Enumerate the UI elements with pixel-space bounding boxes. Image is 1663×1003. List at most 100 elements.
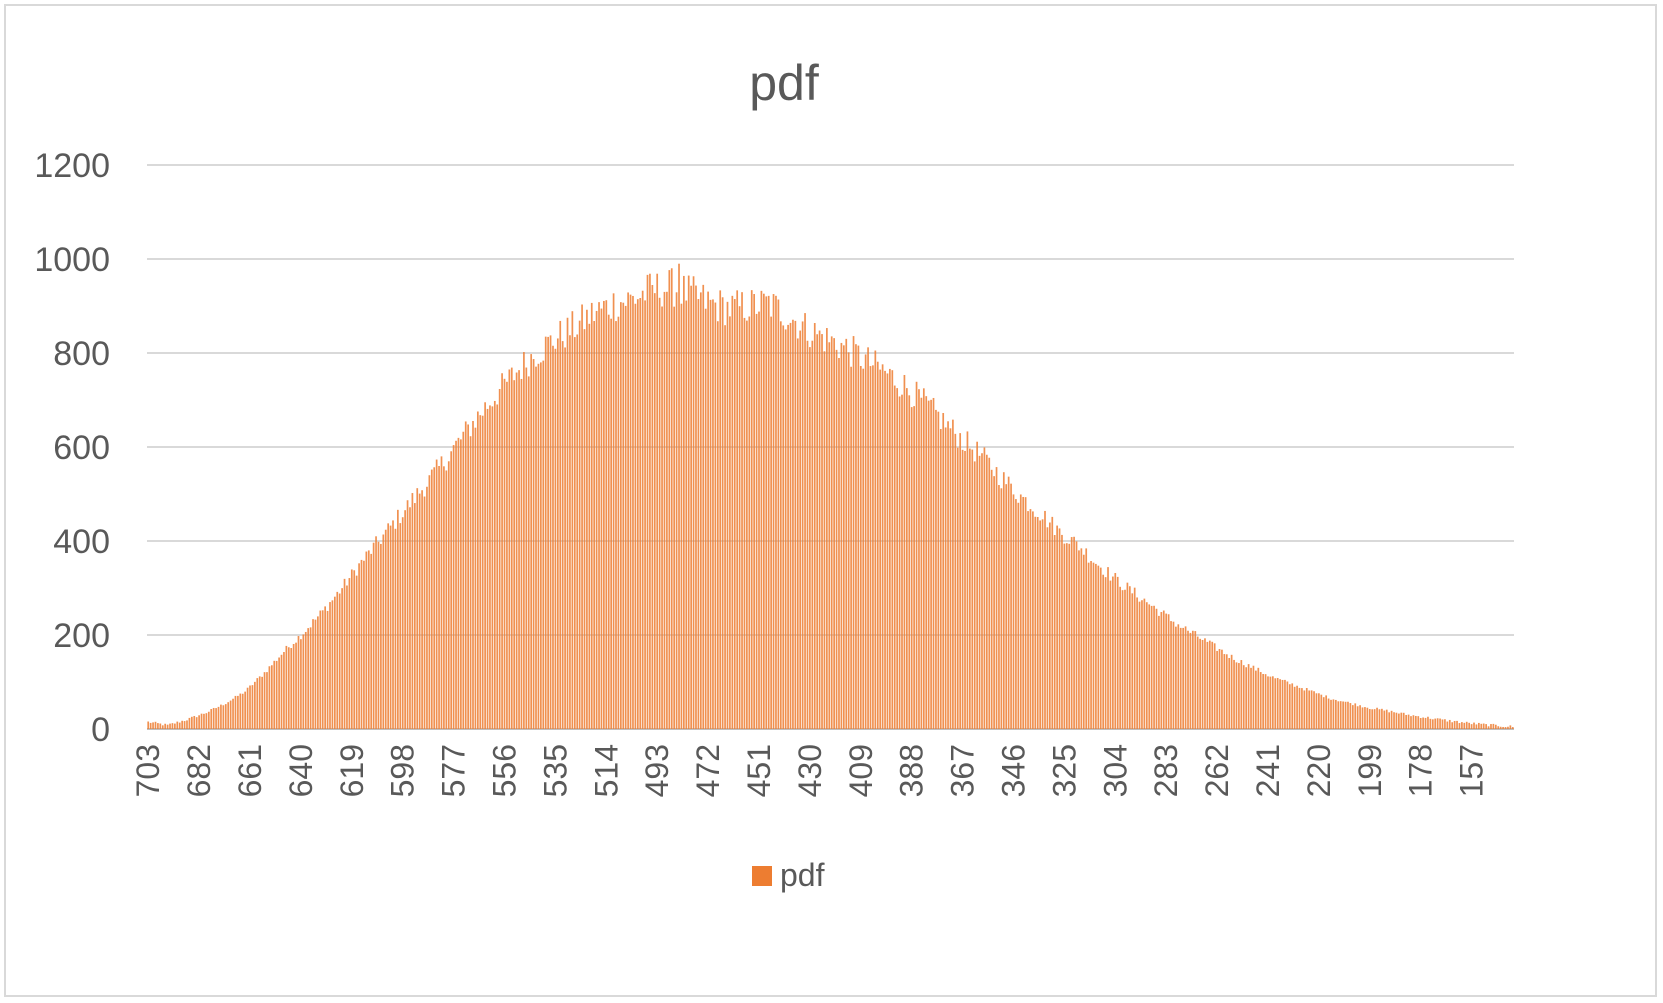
bar: [920, 397, 923, 729]
bar: [1136, 597, 1138, 729]
bar: [777, 299, 780, 729]
bar: [183, 721, 186, 729]
bar: [290, 648, 293, 729]
bar: [462, 431, 465, 729]
bar: [927, 400, 930, 729]
bar: [312, 619, 314, 729]
bar: [835, 349, 838, 729]
bar: [1492, 723, 1495, 729]
bar: [779, 321, 782, 729]
bar: [270, 665, 273, 729]
bar: [217, 706, 220, 729]
bar: [176, 721, 179, 729]
bar: [874, 350, 877, 729]
bar: [981, 453, 983, 729]
bar: [190, 716, 193, 729]
bar: [1327, 698, 1330, 729]
bar: [569, 335, 571, 729]
bar: [358, 563, 360, 729]
bar: [549, 335, 552, 729]
bar: [164, 723, 167, 729]
bar: [615, 321, 617, 729]
bar: [1029, 509, 1032, 729]
bar: [1281, 679, 1284, 729]
bar: [799, 330, 802, 729]
bar: [639, 298, 642, 729]
bar: [489, 405, 491, 729]
bar: [1342, 701, 1344, 729]
bar: [707, 291, 709, 729]
bar: [1216, 650, 1218, 729]
bar: [280, 654, 283, 729]
bar: [651, 285, 654, 729]
bar: [297, 635, 300, 729]
bar: [859, 366, 862, 729]
bar: [763, 293, 765, 729]
bar: [1502, 726, 1504, 729]
bar: [746, 320, 748, 729]
bar: [460, 439, 462, 729]
y-tick-label: 1000: [34, 241, 110, 279]
bar: [1414, 715, 1417, 729]
bar: [1310, 690, 1313, 729]
y-tick-label: 0: [91, 711, 110, 749]
bar: [1247, 664, 1250, 729]
bar: [782, 325, 785, 729]
x-tick-label: 178: [1403, 744, 1439, 797]
bar: [1398, 713, 1400, 729]
bar: [455, 440, 457, 729]
bar: [1058, 528, 1061, 729]
bar: [1359, 705, 1361, 729]
bar: [578, 320, 581, 729]
bar: [670, 268, 673, 729]
bar: [1211, 641, 1214, 729]
bar: [867, 347, 869, 729]
bar: [610, 318, 612, 729]
bar: [1194, 631, 1197, 729]
bar: [772, 294, 775, 729]
bar: [227, 702, 230, 729]
bar: [760, 290, 763, 729]
bar: [939, 429, 942, 729]
bar: [903, 374, 906, 729]
bar: [1511, 727, 1514, 729]
bar: [564, 347, 566, 729]
bar: [583, 329, 586, 729]
bar: [525, 367, 528, 729]
bar: [326, 610, 329, 729]
bar: [1082, 554, 1085, 729]
x-tick-label: 703: [130, 744, 166, 797]
bar: [506, 381, 508, 729]
bar: [370, 553, 373, 729]
bar: [341, 588, 343, 729]
bar: [346, 585, 348, 729]
bar: [469, 436, 472, 729]
bar: [302, 634, 305, 729]
bar: [607, 314, 610, 729]
bar: [423, 496, 426, 729]
bar: [886, 373, 889, 729]
bar: [1368, 709, 1371, 729]
bar: [275, 660, 278, 729]
bar: [852, 336, 855, 729]
bar: [493, 400, 496, 729]
bar: [304, 631, 307, 729]
bar: [232, 698, 234, 729]
bar: [767, 295, 770, 729]
bar: [663, 291, 666, 729]
bar: [1485, 724, 1487, 729]
bar: [823, 351, 826, 729]
bar: [510, 367, 513, 729]
y-tick-label: 800: [53, 335, 110, 373]
bar: [813, 323, 816, 729]
bar: [367, 550, 370, 729]
bar: [1097, 565, 1100, 729]
bar: [309, 627, 312, 729]
x-tick-label: 451: [741, 744, 777, 797]
bar: [908, 395, 911, 729]
bar: [622, 302, 625, 729]
bar: [581, 304, 583, 729]
bar: [321, 610, 324, 729]
bar: [1034, 516, 1037, 729]
bar: [1490, 724, 1492, 729]
